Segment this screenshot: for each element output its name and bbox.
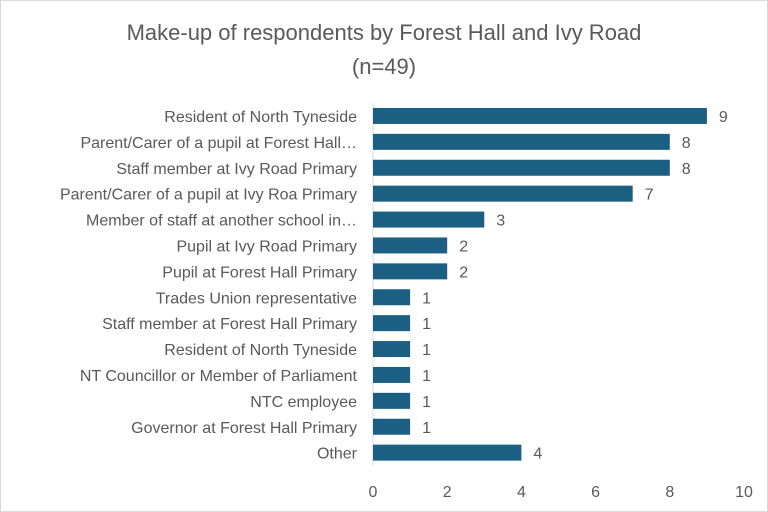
data-label: 1: [422, 368, 431, 385]
bar: [373, 392, 411, 409]
bar: [373, 237, 448, 254]
bar: [373, 211, 485, 228]
category-label: Staff member at Ivy Road Primary: [116, 161, 357, 178]
category-label: Resident of North Tyneside: [164, 109, 357, 126]
data-label: 1: [422, 420, 431, 437]
bar: [373, 289, 411, 306]
category-label: Other: [317, 446, 358, 463]
category-label: Staff member at Forest Hall Primary: [102, 316, 357, 333]
bar: [373, 159, 670, 176]
bar: [373, 107, 707, 124]
category-label: Parent/Carer of a pupil at Ivy Roa Prima…: [60, 187, 357, 204]
chart-title: Make-up of respondents by Forest Hall an…: [127, 20, 642, 45]
data-label: 8: [682, 161, 691, 178]
chart-subtitle: (n=49): [352, 54, 416, 79]
bar: [373, 315, 411, 332]
x-tick-label: 8: [665, 484, 674, 501]
category-label: Member of staff at another school in…: [86, 213, 357, 230]
bar: [373, 418, 411, 435]
bar: [373, 366, 411, 383]
bar: [373, 444, 522, 461]
data-label: 2: [459, 238, 468, 255]
category-label: Pupil at Ivy Road Primary: [176, 238, 357, 255]
data-label: 9: [719, 109, 728, 126]
data-label: 1: [422, 290, 431, 307]
data-label: 7: [645, 187, 654, 204]
data-label: 3: [496, 213, 505, 230]
category-label: Pupil at Forest Hall Primary: [162, 264, 357, 281]
category-label: NTC employee: [250, 394, 357, 411]
data-label: 1: [422, 394, 431, 411]
category-label: Resident of North Tyneside: [164, 342, 357, 359]
category-label: Trades Union representative: [156, 290, 357, 307]
bar: [373, 185, 633, 202]
x-tick-label: 4: [517, 484, 526, 501]
x-tick-label: 0: [369, 484, 378, 501]
data-label: 2: [459, 264, 468, 281]
bar: [373, 341, 411, 358]
category-label: NT Councillor or Member of Parliament: [80, 368, 358, 385]
category-label: Governor at Forest Hall Primary: [131, 420, 357, 437]
x-tick-label: 10: [735, 484, 753, 501]
bar: [373, 263, 448, 280]
x-tick-label: 6: [591, 484, 600, 501]
data-label: 1: [422, 342, 431, 359]
data-label: 4: [533, 446, 542, 463]
x-tick-label: 2: [443, 484, 452, 501]
data-label: 8: [682, 135, 691, 152]
data-label: 1: [422, 316, 431, 333]
category-label: Parent/Carer of a pupil at Forest Hall…: [80, 135, 357, 152]
bar: [373, 133, 670, 150]
